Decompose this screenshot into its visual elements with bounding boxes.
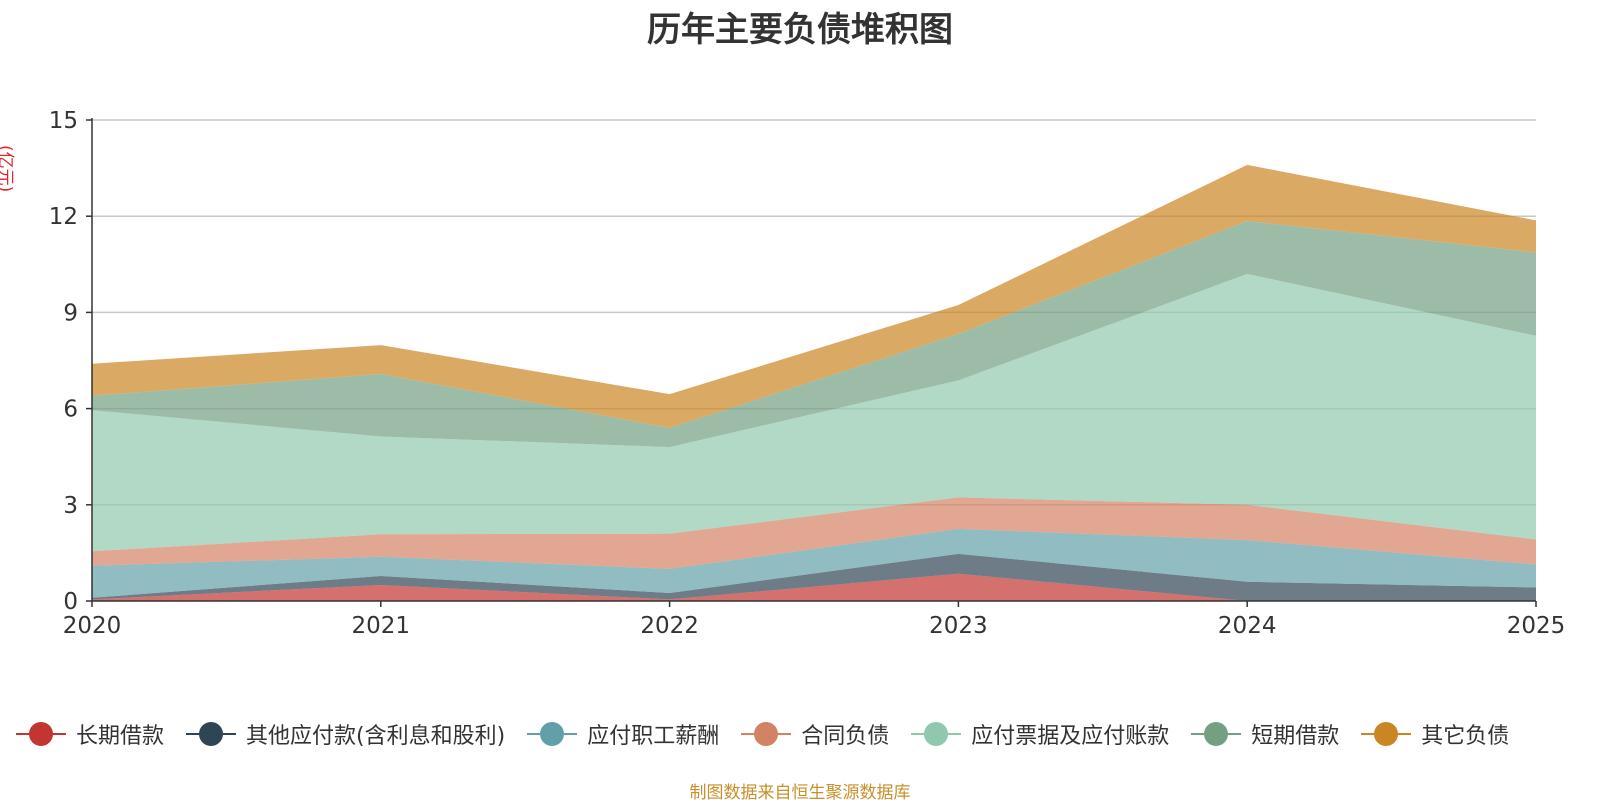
source-note: 制图数据来自恒生聚源数据库 — [689, 783, 911, 803]
area-series-2 — [92, 553, 1536, 601]
legend-swatch-icon — [741, 722, 792, 746]
legend-item-1[interactable]: 长期借款 — [16, 718, 164, 750]
area-series-6 — [92, 221, 1536, 448]
legend-label: 其他应付款(含利息和股利) — [246, 724, 506, 749]
x-tick-label: 2020 — [63, 613, 122, 639]
legend-label: 长期借款 — [76, 724, 165, 749]
legend-item-3[interactable]: 应付职工薪酬 — [527, 718, 719, 750]
legend-label: 合同负债 — [801, 724, 890, 749]
area-series-7 — [92, 164, 1536, 428]
legend-item-7[interactable]: 其它负债 — [1361, 718, 1509, 750]
stacked-area-chart: 0 3 6 9 12 15 2020 2021 2022 2023 2024 2025 — [49, 108, 1566, 639]
legend-swatch-icon — [1191, 722, 1242, 746]
area-series-5 — [92, 273, 1536, 552]
x-tick-label: 2023 — [929, 613, 988, 639]
legend: 长期借款 其他应付款(含利息和股利) 应付职工薪酬 合同负债 应付票据及应付账款 短期借款… — [16, 716, 1600, 752]
area-series-1 — [92, 573, 1536, 601]
y-tick-label: 0 — [63, 589, 78, 615]
x-tick-label: 2024 — [1218, 613, 1277, 639]
legend-item-5[interactable]: 应付票据及应付账款 — [911, 718, 1169, 750]
y-tick-label: 6 — [63, 397, 78, 423]
legend-item-2[interactable]: 其他应付款(含利息和股利) — [186, 718, 505, 750]
area-series — [92, 164, 1536, 601]
x-tick-label: 2021 — [352, 613, 411, 639]
tick-labels: 0 3 6 9 12 15 2020 2021 2022 2023 2024 2025 — [49, 108, 1566, 639]
chart-title: 历年主要负债堆积图 — [647, 10, 953, 50]
y-tick-label: 15 — [49, 108, 78, 134]
legend-label: 其它负债 — [1421, 724, 1510, 749]
y-tick-label: 12 — [49, 204, 78, 230]
legend-swatch-icon — [186, 722, 237, 746]
x-tick-label: 2022 — [640, 613, 699, 639]
legend-swatch-icon — [911, 722, 962, 746]
y-tick-label: 3 — [63, 493, 78, 519]
legend-label: 应付票据及应付账款 — [971, 724, 1170, 749]
legend-swatch-icon — [1361, 722, 1412, 746]
legend-swatch-icon — [16, 722, 66, 746]
area-series-4 — [92, 497, 1536, 569]
axes — [86, 118, 1537, 607]
legend-label: 短期借款 — [1251, 724, 1340, 749]
x-tick-label: 2025 — [1507, 613, 1566, 639]
y-tick-label: 9 — [63, 300, 78, 326]
legend-label: 应付职工薪酬 — [587, 724, 720, 749]
legend-item-6[interactable]: 短期借款 — [1191, 718, 1339, 750]
legend-item-4[interactable]: 合同负债 — [741, 718, 889, 750]
legend-swatch-icon — [527, 722, 578, 746]
area-series-3 — [92, 528, 1536, 598]
